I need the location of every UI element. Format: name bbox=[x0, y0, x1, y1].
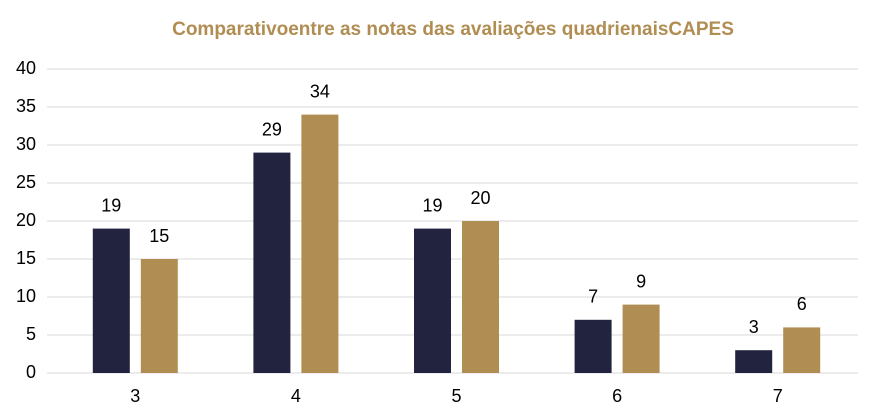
y-tick-label: 25 bbox=[16, 172, 36, 192]
data-label: 15 bbox=[149, 226, 169, 246]
y-tick-label: 15 bbox=[16, 248, 36, 268]
y-tick-label: 5 bbox=[26, 324, 36, 344]
y-tick-label: 30 bbox=[16, 134, 36, 154]
bar bbox=[622, 304, 660, 373]
x-tick-label: 5 bbox=[451, 386, 461, 405]
data-label: 9 bbox=[636, 271, 646, 291]
data-label: 19 bbox=[101, 195, 121, 215]
bar bbox=[574, 319, 612, 373]
data-label: 20 bbox=[470, 188, 490, 208]
bar bbox=[92, 228, 130, 373]
data-label: 6 bbox=[797, 294, 807, 314]
bar bbox=[783, 327, 821, 373]
x-tick-label: 6 bbox=[612, 386, 622, 405]
x-tick-label: 3 bbox=[130, 386, 140, 405]
data-label: 29 bbox=[262, 119, 282, 139]
bar bbox=[414, 228, 451, 373]
x-tick-label: 7 bbox=[773, 386, 783, 405]
data-label: 34 bbox=[310, 81, 330, 101]
bar bbox=[301, 114, 339, 373]
bar bbox=[253, 152, 291, 373]
data-label: 3 bbox=[749, 317, 759, 337]
data-label: 19 bbox=[422, 195, 442, 215]
bar bbox=[140, 259, 178, 373]
y-tick-label: 35 bbox=[16, 96, 36, 116]
x-tick-label: 4 bbox=[291, 386, 301, 405]
bar bbox=[735, 350, 773, 373]
chart-title: Comparativoentre as notas das avaliações… bbox=[172, 19, 734, 40]
y-tick-label: 40 bbox=[16, 58, 36, 78]
y-tick-label: 20 bbox=[16, 210, 36, 230]
y-tick-label: 0 bbox=[26, 362, 36, 382]
y-tick-label: 10 bbox=[16, 286, 36, 306]
bar bbox=[462, 221, 499, 373]
data-label: 7 bbox=[588, 287, 598, 307]
